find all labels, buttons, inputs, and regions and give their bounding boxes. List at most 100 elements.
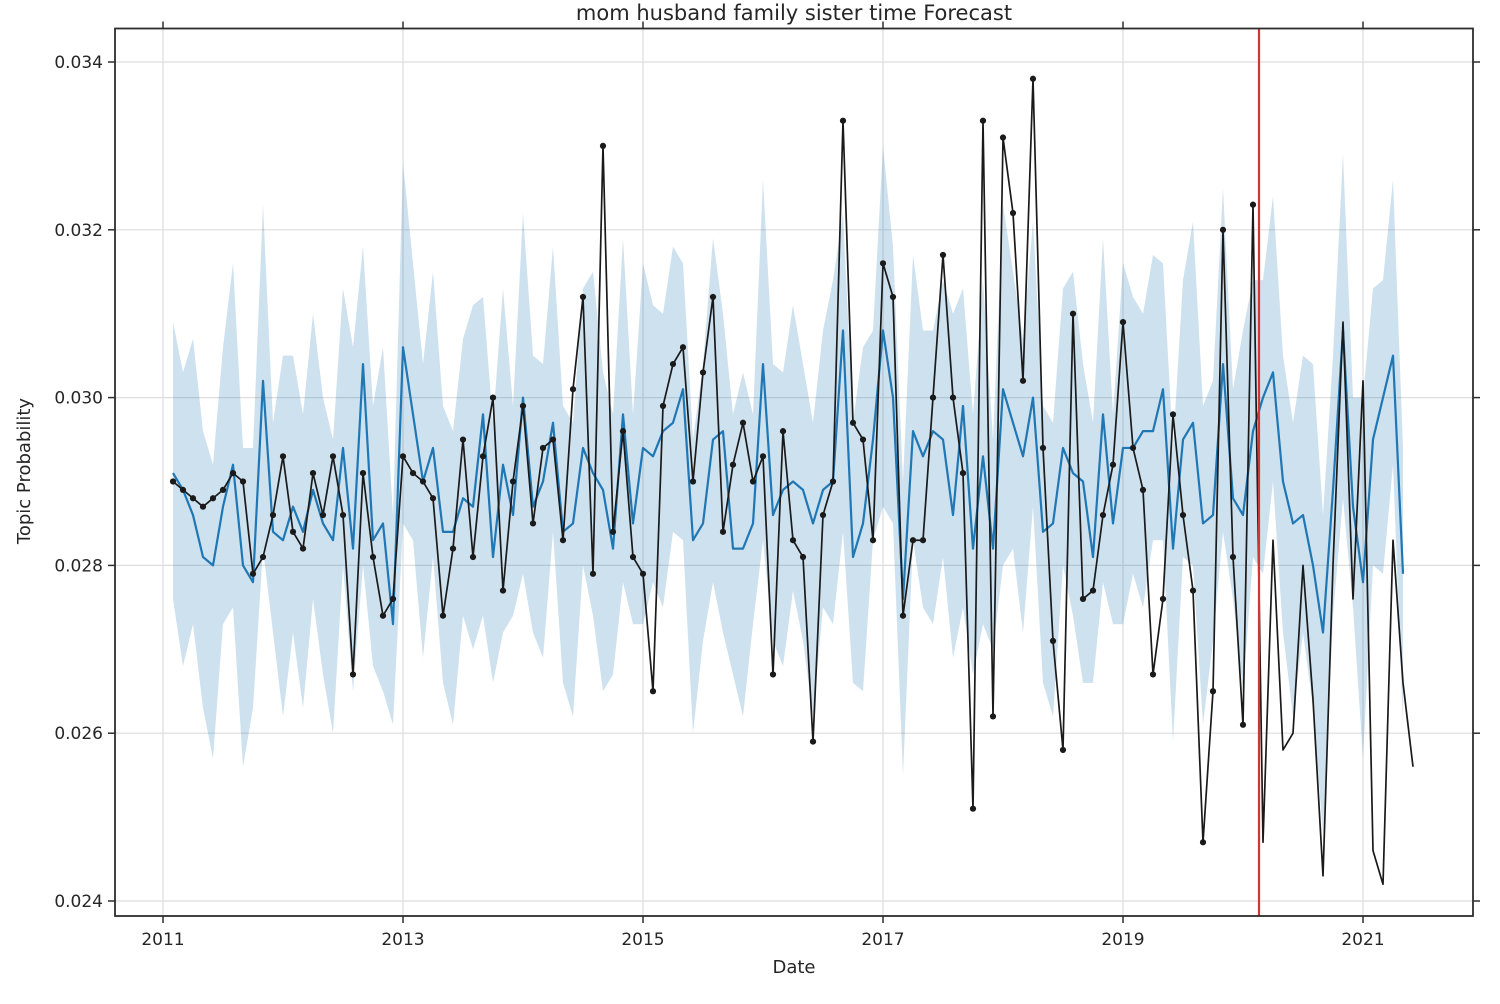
observed-point [1209,688,1217,695]
observed-point [179,486,187,493]
observed-point [869,537,877,544]
observed-point [589,570,597,577]
observed-point [469,553,477,561]
observed-point [679,344,687,351]
observed-point [209,495,217,502]
observed-point [249,570,257,577]
observed-point [1029,75,1037,82]
observed-point [889,293,897,301]
observed-point [989,713,997,720]
x-tick-label: 2015 [621,930,664,950]
observed-point [409,470,417,477]
observed-point [239,478,247,485]
observed-point [1149,671,1157,678]
observed-point [489,394,497,401]
observed-point [329,453,337,460]
observed-point [1089,587,1097,594]
observed-point [549,436,557,443]
x-axis-label: Date [772,957,815,978]
plot-border [114,27,1474,917]
observed-point [659,402,667,410]
y-axis-label: Topic Probability [14,398,35,545]
observed-point [739,419,747,426]
observed-point [1019,377,1027,384]
observed-point [719,528,727,535]
observed-point [199,503,207,510]
x-tick-label: 2013 [381,930,424,950]
observed-point [309,470,317,477]
observed-point [499,587,507,594]
y-tick-label: 0.024 [54,892,103,912]
observed-point [749,478,757,485]
observed-point [669,360,677,368]
observed-point [929,394,937,401]
y-tick-label: 0.026 [54,724,103,744]
observed-point [559,537,567,544]
observed-point [1199,839,1207,846]
observed-point [519,402,527,410]
observed-point [349,671,357,678]
observed-point [879,260,887,267]
observed-point [1049,637,1057,645]
observed-point [1099,511,1107,519]
observed-point [419,478,427,485]
observed-point [819,511,827,519]
observed-point [1109,461,1117,468]
observed-point [339,511,347,519]
observed-point [479,453,487,460]
observed-point [1009,209,1017,217]
observed-point [319,511,327,519]
observed-point [909,537,917,544]
observed-point [1139,486,1147,493]
observed-point [639,570,647,577]
observed-point [699,369,707,376]
observed-point [959,470,967,477]
observed-point [1129,444,1137,452]
chart-title: mom husband family sister time Forecast [576,1,1012,25]
grid-lines [115,28,1473,916]
observed-point [919,537,927,544]
observed-point [999,134,1007,141]
x-tick-label: 2021 [1341,930,1384,950]
observed-point [399,453,407,460]
observed-point [269,511,277,519]
observed-point [219,486,227,493]
observed-point [779,428,787,435]
observed-point [759,453,767,460]
observed-point [829,478,837,485]
observed-point [529,520,537,527]
observed-point [979,117,987,124]
observed-point [1119,318,1127,326]
observed-point [1169,411,1177,418]
observed-point [459,436,467,443]
observed-point [369,553,377,561]
observed-point [769,671,777,678]
observed-point [259,553,267,561]
observed-point [1039,444,1047,452]
observed-point [169,478,177,485]
observed-point [839,117,847,124]
axes: 0.024 0.026 0.028 0.030 0.032 0.034 2011 2013 20… [54,21,1480,950]
observed-point [939,251,947,259]
observed-point [189,495,197,502]
observed-point [569,386,577,393]
observed-point [379,612,387,619]
observed-point [809,738,817,745]
observed-point [429,495,437,502]
observed-point [439,612,447,619]
observed-point [849,419,857,426]
y-tick-label: 0.034 [54,53,103,73]
x-tick-label: 2011 [141,930,184,950]
observed-point [789,537,797,544]
observed-point [799,553,807,561]
observed-point [859,436,867,443]
observed-point [729,461,737,468]
observed-point [579,293,587,301]
observed-point [1159,595,1167,603]
observed-point [289,528,297,535]
observed-point [449,545,457,552]
observed-point [279,453,287,460]
x-tick-label: 2017 [861,930,904,950]
observed-point [1059,746,1067,754]
